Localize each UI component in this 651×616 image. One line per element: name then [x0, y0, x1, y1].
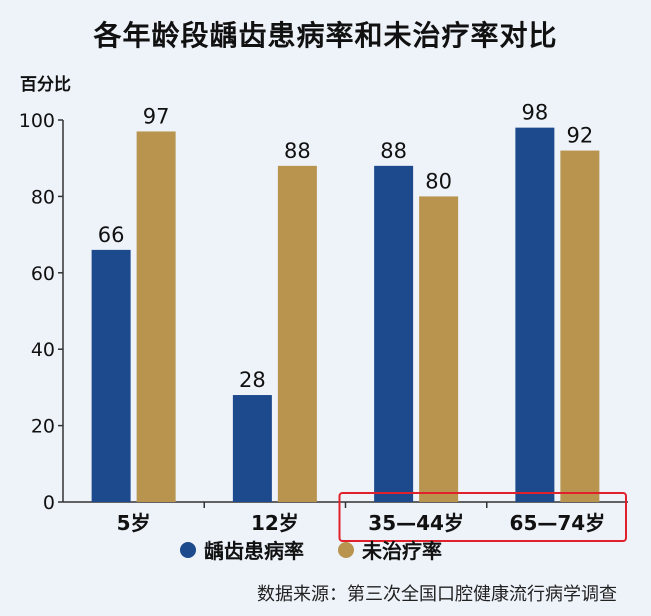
data-source-note: 数据来源：第三次全国口腔健康流行病学调查 [257, 584, 617, 605]
data-label: 97 [143, 104, 170, 128]
legend-swatch-prevalence [180, 541, 196, 558]
bar-untreated [560, 150, 600, 502]
bar-untreated [419, 196, 459, 502]
bar-prevalence [91, 249, 131, 502]
chart-title: 各年龄段龋齿患病率和未治疗率对比 [93, 19, 558, 52]
x-tick-label: 12岁 [251, 511, 299, 535]
bar-prevalence [515, 127, 555, 502]
legend-item-prevalence: 龋齿患病率 [180, 535, 304, 564]
data-label: 92 [567, 124, 594, 148]
x-tick-label: 5岁 [117, 511, 151, 535]
bar-prevalence [374, 165, 414, 502]
y-tick-label: 40 [31, 339, 55, 361]
data-label: 80 [425, 169, 452, 193]
x-tick-label: 65—74岁 [510, 511, 606, 535]
y-tick-label: 60 [31, 263, 55, 285]
data-label: 98 [522, 101, 549, 125]
y-tick-label: 20 [31, 416, 55, 438]
highlight-box [338, 492, 627, 542]
y-tick-label: 80 [31, 186, 55, 208]
data-label: 28 [239, 368, 266, 392]
y-tick-label: 100 [19, 110, 55, 132]
data-label: 88 [284, 139, 311, 163]
x-tick-label: 35—44岁 [368, 511, 464, 535]
legend-swatch-untreated [338, 541, 354, 558]
y-axis-unit: 百分比 [20, 75, 71, 95]
legend-label-untreated: 未治疗率 [362, 539, 442, 563]
data-label: 88 [380, 139, 407, 163]
bar-prevalence [232, 395, 272, 502]
bar-untreated [277, 165, 317, 502]
legend-label-prevalence: 龋齿患病率 [204, 539, 304, 563]
data-label: 66 [98, 223, 125, 247]
legend-item-untreated: 未治疗率 [338, 535, 442, 564]
legend: 龋齿患病率 未治疗率 [180, 535, 442, 564]
bar-untreated [136, 131, 176, 502]
y-tick-label: 0 [43, 492, 55, 514]
